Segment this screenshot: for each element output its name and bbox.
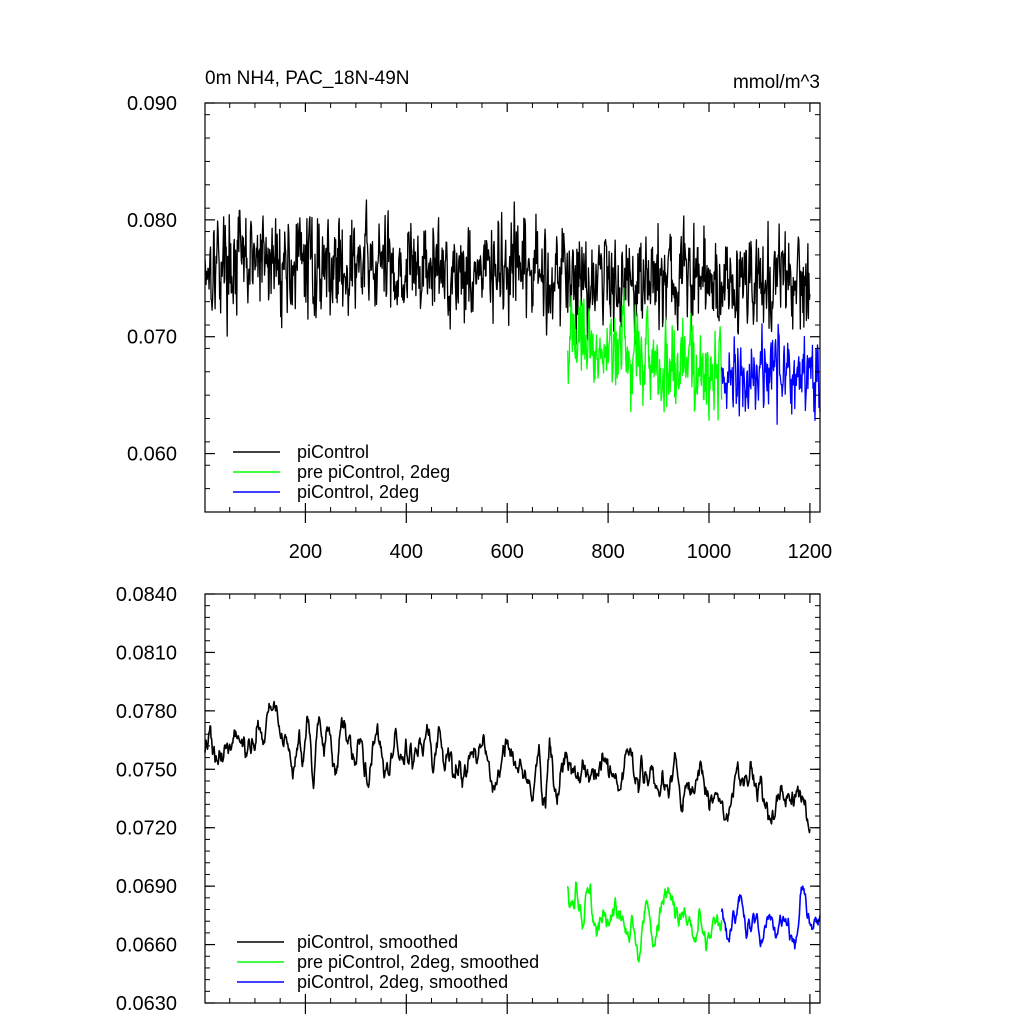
chart-title-left: 0m NH4, PAC_18N-49N [205,68,410,89]
y-tick-label: 0.0750 [116,759,177,781]
y-tick-label: 0.070 [127,327,177,349]
y-tick-label: 0.080 [127,210,177,232]
legend-label-pre-piControl-2deg: pre piControl, 2deg [297,462,450,482]
top-chart: 0m NH4, PAC_18N-49N mmol/m^3 200 400 600 80… [127,68,832,563]
y-tick-label: 0.060 [127,444,177,466]
x-tick-label: 200 [289,541,322,563]
legend-label-pre-piControl-2deg-smoothed: pre piControl, 2deg, smoothed [297,952,539,972]
bottom-chart: 0.0630 0.0660 0.0690 0.0720 0.0750 0.0780 0.08… [116,584,821,1015]
legend-label-piControl: piControl [297,442,369,462]
y-tick-label: 0.0720 [116,818,177,840]
top-plot-frame [204,102,821,513]
series-line [720,885,821,950]
legend-label-piControl-2deg: piControl, 2deg [297,482,419,502]
x-tick-label: 1200 [788,541,833,563]
y-tick-label: 0.0810 [116,642,177,664]
legend-label-piControl-smoothed: piControl, smoothed [297,932,458,952]
chart-units-label: mmol/m^3 [733,72,820,93]
y-tick-label: 0.0780 [116,701,177,723]
series-line [204,199,811,345]
series-line [566,881,723,963]
y-tick-label: 0.0840 [116,584,177,606]
y-tick-label: 0.0690 [116,876,177,898]
y-tick-label: 0.0660 [116,935,177,957]
series-line [567,287,723,421]
top-axis-ticks: 200 400 600 800 1000 1200 0.060 0.070 0.080 0.090 [127,93,832,563]
x-tick-label: 400 [390,541,423,563]
top-series-lines [204,199,821,425]
bottom-series-lines [204,700,821,963]
bottom-axis-ticks: 0.0630 0.0660 0.0690 0.0720 0.0750 0.0780 0.08… [116,584,820,1015]
y-tick-label: 0.0630 [116,993,177,1015]
legend-label-piControl-2deg-smoothed: piControl, 2deg, smoothed [297,972,508,992]
x-tick-label: 600 [491,541,524,563]
series-line [204,700,811,834]
series-line [720,323,821,425]
x-tick-label: 1000 [687,541,732,563]
bottom-legend: piControl, smoothed pre piControl, 2deg,… [237,932,539,992]
x-tick-label: 800 [591,541,624,563]
top-legend: piControl pre piControl, 2deg piControl,… [233,442,450,502]
bottom-plot-frame [204,593,821,1004]
y-tick-label: 0.090 [127,93,177,115]
